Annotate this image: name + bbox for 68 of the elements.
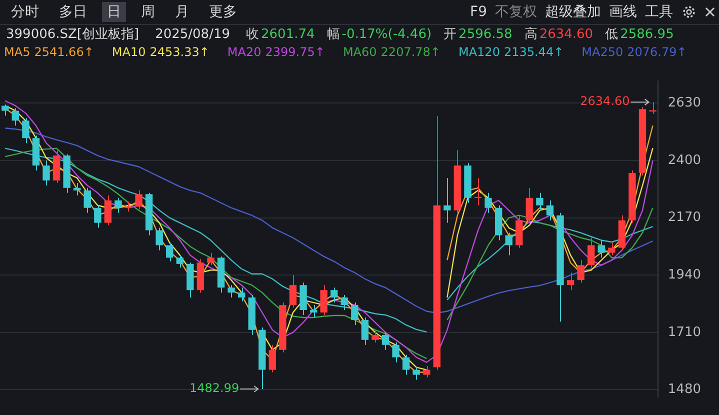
candlestick (42, 160, 50, 186)
text: 2596.58 (458, 26, 512, 42)
text: 周 (140, 3, 156, 22)
text: MA20 (227, 45, 262, 59)
text: 2207.78↑ (380, 45, 440, 59)
text: 399006.SZ[创业板指] (6, 26, 140, 43)
y-tick-label: 2630 (668, 96, 702, 111)
candlestick (207, 252, 214, 266)
candlestick (351, 302, 358, 326)
text: 2541.66↑ (34, 45, 94, 59)
text: F9 (470, 4, 487, 20)
text: -0.17%(-4.46) (342, 26, 432, 42)
text: MA250 (582, 45, 624, 59)
candlestick (114, 197, 122, 214)
annotation: 1482.99 (190, 381, 240, 396)
candlestick (22, 118, 30, 144)
text: 画线 (609, 3, 637, 21)
text: 分时 (10, 3, 40, 22)
text: 2025/08/19 (155, 26, 230, 42)
y-tick-label: 1710 (668, 324, 702, 340)
text: 低 (605, 26, 618, 43)
candlestick (536, 192, 544, 211)
text: MA5 (4, 45, 30, 59)
candlestick (484, 192, 492, 214)
text: 超级叠加 (545, 3, 601, 21)
candlestick (94, 204, 102, 228)
text: MA60 (342, 45, 377, 59)
candlestick (63, 154, 70, 194)
candlestick (464, 162, 472, 204)
annotation: 2634.60 (580, 94, 630, 108)
text: 更多 (208, 3, 238, 22)
text: 幅 (326, 26, 340, 43)
candlestick (412, 366, 420, 380)
text: 2076.79↑ (627, 45, 687, 59)
text: 2601.74 (261, 26, 315, 42)
candlestick (300, 282, 307, 316)
text: 工具 (645, 3, 673, 21)
candlestick (608, 242, 616, 256)
candlestick (628, 170, 636, 224)
candlestick (444, 177, 451, 224)
text: 日 (102, 2, 126, 22)
y-tick-label: 2170 (668, 210, 702, 226)
candlestick (577, 260, 584, 284)
text: 高 (524, 26, 538, 43)
candlestick (135, 190, 142, 210)
text: 开 (444, 26, 457, 43)
text: 2634.60 (539, 26, 594, 42)
text: 2586.95 (620, 26, 674, 42)
y-tick-label: 1480 (668, 382, 702, 398)
y-tick-label: 1940 (668, 268, 702, 282)
text: 2399.75↑ (265, 45, 325, 59)
candlestick (124, 201, 132, 212)
text: MA120 (458, 45, 500, 59)
candlestick (556, 212, 564, 322)
text: MA10 (112, 45, 146, 59)
text: 月 (174, 3, 190, 22)
text: 收 (246, 26, 259, 43)
y-tick-label: 2400 (668, 152, 702, 168)
candlestick (392, 342, 400, 363)
text: 2135.44↑ (504, 45, 564, 59)
text: 2453.33↑ (150, 45, 210, 59)
candlestick (186, 262, 194, 298)
candlestick (372, 329, 379, 343)
candlestick (320, 284, 328, 316)
text: 不复权 (495, 3, 537, 21)
candlestick (279, 302, 286, 353)
candlestick (228, 284, 235, 298)
text: 多日 (58, 3, 88, 22)
